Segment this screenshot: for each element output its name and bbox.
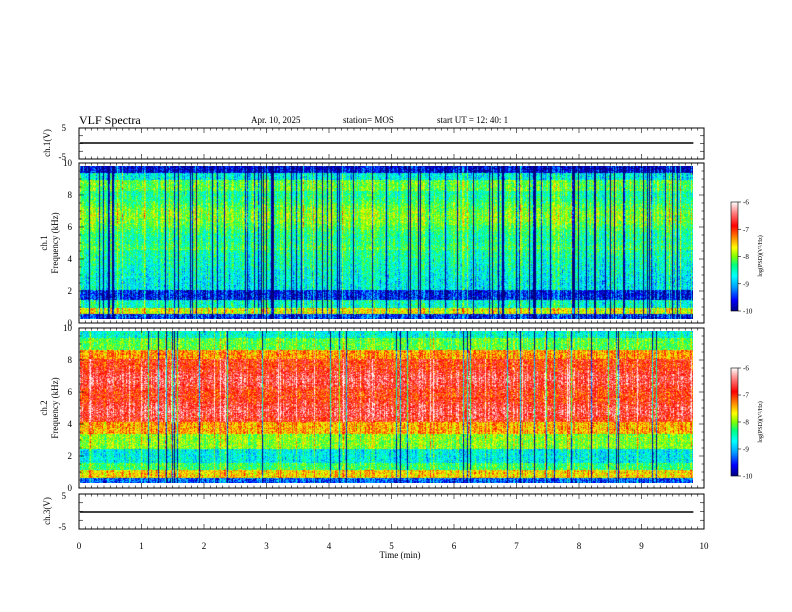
ch1-spectrogram-ylabel-channel: ch.1 bbox=[39, 235, 49, 250]
ch1-spectrogram-image bbox=[80, 166, 693, 319]
ch3-ytick-bottom: -5 bbox=[59, 522, 67, 532]
frequency-tick-label: 0 bbox=[68, 318, 73, 328]
date-label: Apr. 10, 2025 bbox=[251, 115, 301, 125]
ch2-spectrogram-ylabel-frequency: Frequency (kHz) bbox=[50, 377, 60, 438]
time-tick-label: 9 bbox=[639, 541, 644, 551]
ch1-waveform-panel: 5 -5 ch.1(V) bbox=[42, 123, 705, 162]
time-tick-label: 6 bbox=[452, 541, 457, 551]
frequency-tick-label: 8 bbox=[68, 190, 73, 200]
ch2-colorbar-label: log(PSD)(V²/Hz) bbox=[757, 401, 764, 442]
ch3-waveform-panel: 5 -5 ch.3(V) bbox=[42, 491, 705, 532]
time-tick-label: 5 bbox=[389, 541, 394, 551]
colorbar-tick-label: -9 bbox=[743, 280, 749, 288]
frequency-tick-label: 6 bbox=[68, 222, 73, 232]
frequency-tick-label: 4 bbox=[68, 254, 73, 264]
ch2-spectrogram-ticks bbox=[78, 327, 705, 489]
colorbar-tick-label: -6 bbox=[743, 199, 749, 207]
colorbar-tick-label: -7 bbox=[743, 226, 749, 234]
ch1-ytick-bottom: -5 bbox=[59, 152, 67, 162]
ch2-frequency-tick-labels: 0 2 4 6 8 10 bbox=[63, 323, 73, 493]
ch1-spectrogram-panel: 0 2 4 6 8 10 ch.1 Frequency (kHz) bbox=[39, 158, 705, 328]
colorbar-tick-label: -9 bbox=[743, 446, 749, 454]
time-axis-label: Time (min) bbox=[380, 550, 421, 560]
colorbar-tick-label: -8 bbox=[743, 419, 749, 427]
ch3-ytick-top: 5 bbox=[62, 491, 67, 501]
time-tick-label: 4 bbox=[327, 541, 332, 551]
frequency-tick-label: 2 bbox=[68, 286, 73, 296]
ch3-waveform-ylabel: ch.3(V) bbox=[42, 497, 52, 525]
ch1-colorbar-label: log(PSD)(V²/Hz) bbox=[757, 235, 764, 276]
ch2-colorbar: -6 -7 -8 -9 -10 log(PSD)(V²/Hz) bbox=[730, 365, 764, 481]
station-label: station= MOS bbox=[343, 115, 394, 125]
frequency-tick-label: 4 bbox=[68, 419, 73, 429]
frequency-tick-label: 10 bbox=[63, 158, 73, 168]
colorbar-tick-label: -8 bbox=[743, 253, 749, 261]
ch2-spectrogram-image bbox=[80, 331, 693, 483]
ch2-colorbar-scale bbox=[730, 367, 739, 477]
start-time-label: start UT = 12: 40: 1 bbox=[437, 115, 508, 125]
ch1-waveform-ylabel: ch.1(V) bbox=[42, 129, 52, 157]
ch1-frequency-tick-labels: 0 2 4 6 8 10 bbox=[63, 158, 73, 328]
ch3-waveform-ticks bbox=[78, 493, 705, 530]
colorbar-tick-label: -7 bbox=[743, 392, 749, 400]
time-tick-label: 2 bbox=[202, 541, 207, 551]
ch1-spectrogram-ticks bbox=[78, 162, 705, 324]
ch1-colorbar: -6 -7 -8 -9 -10 log(PSD)(V²/Hz) bbox=[730, 199, 764, 316]
frequency-tick-label: 8 bbox=[68, 355, 73, 365]
frequency-tick-label: 10 bbox=[63, 323, 73, 333]
frequency-tick-label: 0 bbox=[68, 483, 73, 493]
ch1-ytick-top: 5 bbox=[62, 123, 67, 133]
time-axis-tick-labels: 0 1 2 3 4 5 6 7 8 9 10 bbox=[77, 541, 709, 551]
figure-title: VLF Spectra bbox=[79, 113, 141, 127]
frequency-tick-label: 6 bbox=[68, 387, 73, 397]
ch1-spectrogram-ylabel-frequency: Frequency (kHz) bbox=[50, 212, 60, 273]
colorbar-tick-label: -10 bbox=[743, 473, 753, 481]
ch2-spectrogram-ylabel-channel: ch.2 bbox=[39, 400, 49, 415]
colorbar-tick-label: -10 bbox=[743, 308, 753, 316]
ch1-colorbar-scale bbox=[730, 201, 739, 312]
time-tick-label: 7 bbox=[514, 541, 519, 551]
colorbar-tick-label: -6 bbox=[743, 365, 749, 373]
time-tick-label: 3 bbox=[264, 541, 269, 551]
ch1-colorbar-tick-labels: -6 -7 -8 -9 -10 bbox=[738, 199, 753, 316]
ch2-spectrogram-panel: 0 2 4 6 8 10 ch.2 Frequency (kHz) bbox=[39, 323, 705, 493]
time-tick-label: 10 bbox=[700, 541, 710, 551]
ch1-waveform-ticks bbox=[78, 127, 705, 160]
time-tick-label: 0 bbox=[77, 541, 82, 551]
ch2-colorbar-tick-labels: -6 -7 -8 -9 -10 bbox=[738, 365, 753, 481]
frequency-tick-label: 2 bbox=[68, 451, 73, 461]
time-tick-label: 1 bbox=[139, 541, 144, 551]
time-tick-label: 8 bbox=[577, 541, 582, 551]
